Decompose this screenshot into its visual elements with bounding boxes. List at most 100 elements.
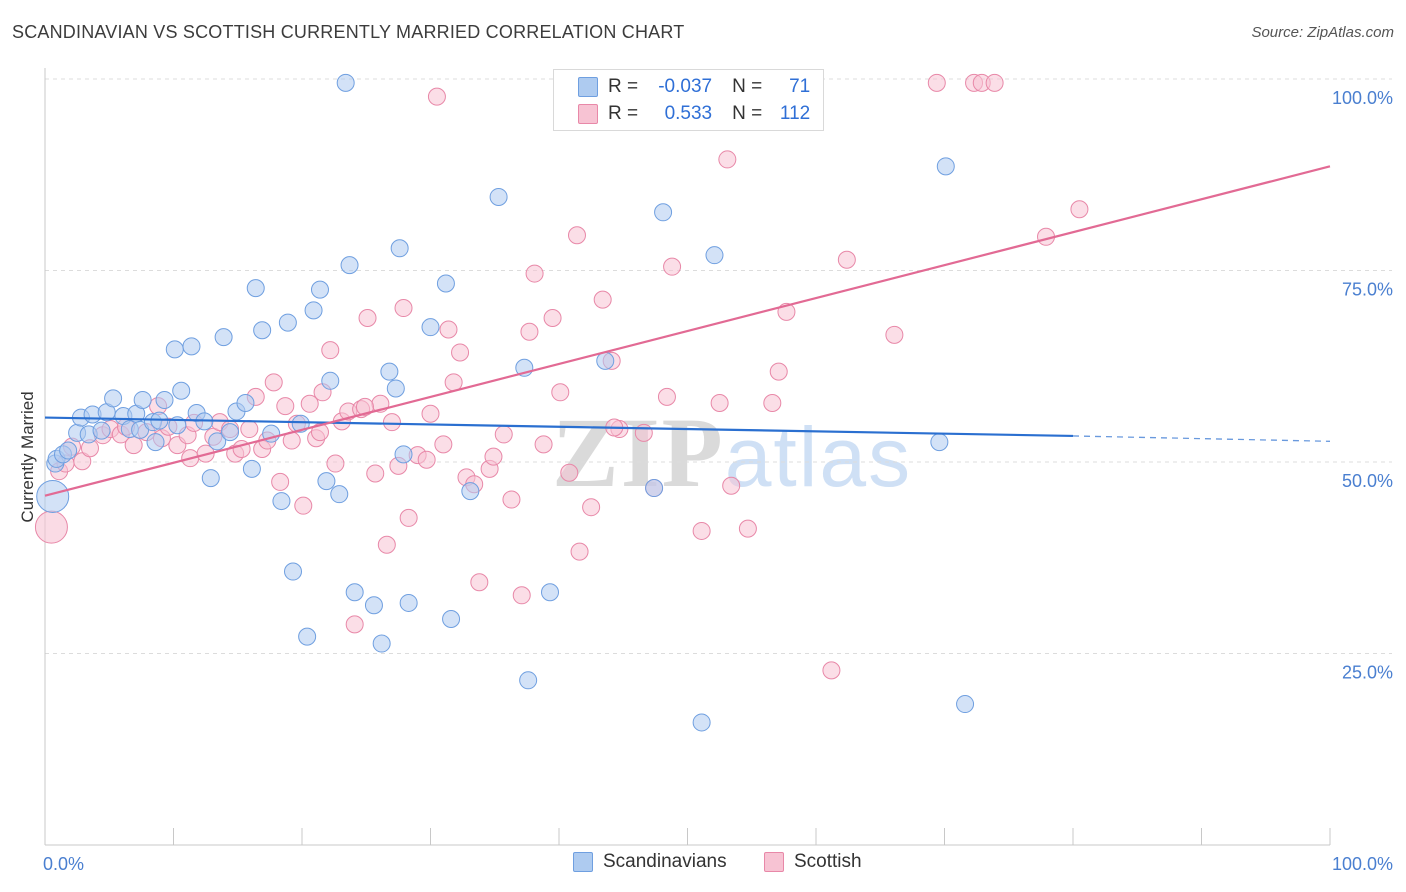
scandinavian-point [104, 389, 123, 408]
scottish-point [434, 435, 453, 454]
trend-lines [44, 165, 1331, 497]
scandinavian-point [442, 610, 461, 629]
chart-title: SCANDINAVIAN VS SCOTTISH CURRENTLY MARRI… [12, 22, 685, 42]
scottish-point [885, 325, 904, 344]
scandinavian-point [705, 246, 724, 265]
scandinavian-point [364, 596, 383, 615]
legend-row-scottish: R = 0.533 N = 112 [578, 101, 810, 127]
scottish-point [525, 264, 544, 283]
scottish-point [494, 425, 513, 444]
scandinavian-point [253, 321, 272, 340]
scottish-trend-line [44, 165, 1331, 497]
scandinavian-point [936, 157, 955, 176]
scandinavian-point [59, 441, 78, 460]
tick-labels: 25.0% 50.0% 75.0% 100.0% 0.0% 100.0% [43, 88, 1393, 874]
y-tick-label: 75.0% [1342, 280, 1393, 300]
scandinavian-point [236, 394, 255, 413]
scottish-point [240, 420, 259, 439]
scandinavian-point [345, 583, 364, 602]
scottish-point [692, 521, 711, 540]
y-tick-label: 25.0% [1342, 663, 1393, 683]
scottish-point [710, 394, 729, 413]
scandinavian-point [930, 433, 949, 452]
watermark: ZIPatlas [552, 395, 912, 510]
scandinavian-point [519, 671, 538, 690]
scandinavians-legend-swatch [573, 852, 593, 872]
scandinavian-point [92, 421, 111, 440]
scottish-point [763, 394, 782, 413]
scottish-point [560, 463, 579, 482]
legend-n-label: N = [732, 76, 763, 97]
scottish-point [276, 397, 295, 416]
scandinavians-r-value: -0.037 [658, 76, 713, 97]
scandinavian-point-large [36, 479, 70, 513]
scandinavian-point [317, 472, 336, 491]
scandinavian-point [214, 328, 233, 347]
scandinavian-point [165, 340, 184, 359]
scottish-point [582, 498, 601, 517]
scandinavian-point [272, 492, 291, 511]
scottish-point [534, 435, 553, 454]
scandinavian-point [386, 379, 405, 398]
scandinavian-point [399, 593, 418, 612]
bottom-legend-scandinavians[interactable]: Scandinavians [573, 851, 727, 873]
scottish-point [399, 508, 418, 527]
scandinavian-point [340, 256, 359, 275]
scottish-point [394, 299, 413, 318]
scottish-point [439, 320, 458, 339]
scottish-point [417, 450, 436, 469]
scandinavian-point [330, 485, 349, 504]
watermark-atlas: atlas [724, 410, 913, 504]
scottish-point [634, 423, 653, 442]
scottish-point-large [34, 510, 68, 544]
scottish-point [444, 373, 463, 392]
bottom-legend-scottish[interactable]: Scottish [764, 851, 862, 873]
watermark-zip: ZIP [552, 397, 725, 508]
scottish-point [382, 413, 401, 432]
y-tick-label: 50.0% [1342, 471, 1393, 491]
scandinavian-point [692, 713, 711, 732]
scottish-point [663, 257, 682, 276]
scottish-point [769, 362, 788, 381]
scandinavian-point [155, 390, 174, 409]
scottish-r-value: 0.533 [664, 103, 713, 124]
scottish-point [1070, 200, 1089, 219]
scandinavian-point [146, 433, 165, 452]
scottish-legend-swatch [764, 852, 784, 872]
scandinavian-point [242, 459, 261, 478]
scandinavians-swatch [578, 77, 598, 97]
legend-r-label: R = [608, 76, 639, 97]
scottish-point [470, 573, 489, 592]
scottish-point [377, 535, 396, 554]
gridlines [45, 78, 1392, 654]
scottish-point [326, 454, 345, 473]
scandinavian-point [298, 627, 317, 646]
scottish-point [421, 404, 440, 423]
scottish-point [543, 308, 562, 327]
scottish-point [451, 343, 470, 362]
scottish-point [321, 341, 340, 360]
scandinavian-point [372, 634, 391, 653]
scottish-point [294, 496, 313, 515]
scottish-point [738, 519, 757, 538]
scandinavian-point [461, 482, 480, 501]
scandinavian-point [380, 362, 399, 381]
scandinavian-point [489, 187, 508, 206]
scandinavian-point [336, 73, 355, 92]
scottish-point [570, 542, 589, 561]
x-tick-label-min: 0.0% [43, 854, 84, 874]
scandinavian-point [436, 274, 455, 293]
axes [44, 68, 1331, 846]
scottish-point [124, 436, 143, 455]
scottish-point [300, 394, 319, 413]
scandinavian-point [421, 318, 440, 337]
scandinavian-point [321, 371, 340, 390]
scottish-legend-label: Scottish [794, 851, 862, 872]
scandinavian-point [172, 381, 191, 400]
scandinavian-point [201, 469, 220, 488]
scottish-point [718, 150, 737, 169]
legend-row-scandinavians: R = -0.037 N = 71 [578, 74, 810, 100]
scandinavian-point [182, 337, 201, 356]
scandinavian-point [310, 280, 329, 299]
scottish-point [366, 464, 385, 483]
